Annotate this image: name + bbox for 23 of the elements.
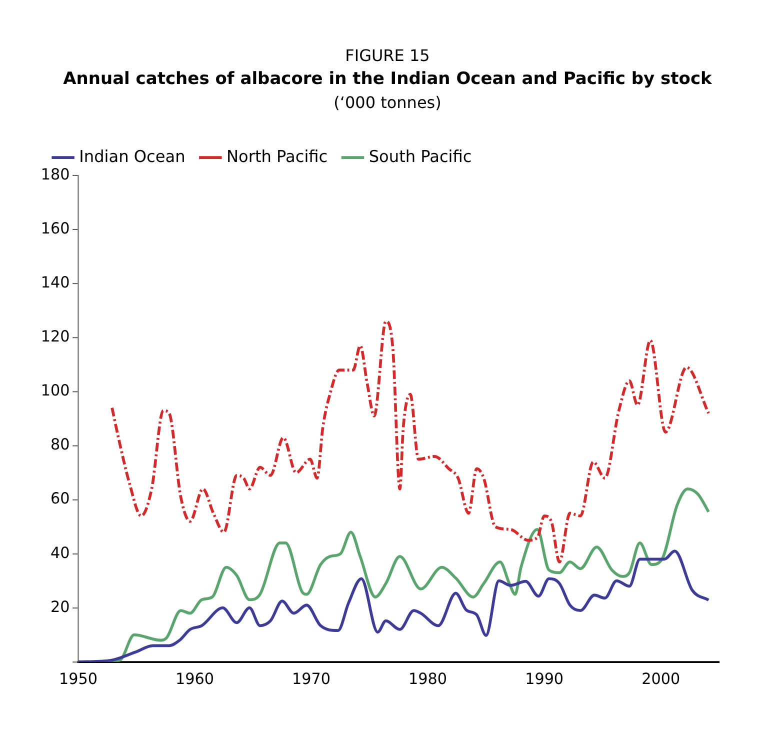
line-series <box>110 320 710 564</box>
y-tick-label: 180 <box>40 165 70 184</box>
x-tick-label: 2000 <box>642 670 680 688</box>
y-tick-label: 120 <box>40 327 70 346</box>
chart-title: Annual catches of albacore in the Indian Ocean and Pacific by stock <box>62 69 713 89</box>
y-tick-label: 160 <box>40 219 70 238</box>
x-tick-label: 1950 <box>58 670 98 688</box>
legend-label: North Pacific <box>226 146 328 166</box>
y-tick-label: 80 <box>50 436 70 454</box>
y-tick-label: 100 <box>40 382 70 400</box>
y-tick-label: 140 <box>40 273 70 292</box>
x-tick-label: 1960 <box>176 670 214 688</box>
y-tick-label: 20 <box>50 598 70 616</box>
legend-label: South Pacific <box>368 146 472 166</box>
x-tick-label: 1990 <box>525 670 564 688</box>
chart-subtitle: (‘000 tonnes) <box>332 93 442 112</box>
legend-label: Indian Ocean <box>79 146 186 166</box>
caption: FIGURE 15 <box>344 46 431 65</box>
y-tick-label: 40 <box>50 544 70 562</box>
line-series <box>78 550 710 662</box>
x-tick-label: 1970 <box>292 670 331 688</box>
y-tick-label: 60 <box>50 490 70 508</box>
x-tick-label: 1980 <box>408 670 448 688</box>
